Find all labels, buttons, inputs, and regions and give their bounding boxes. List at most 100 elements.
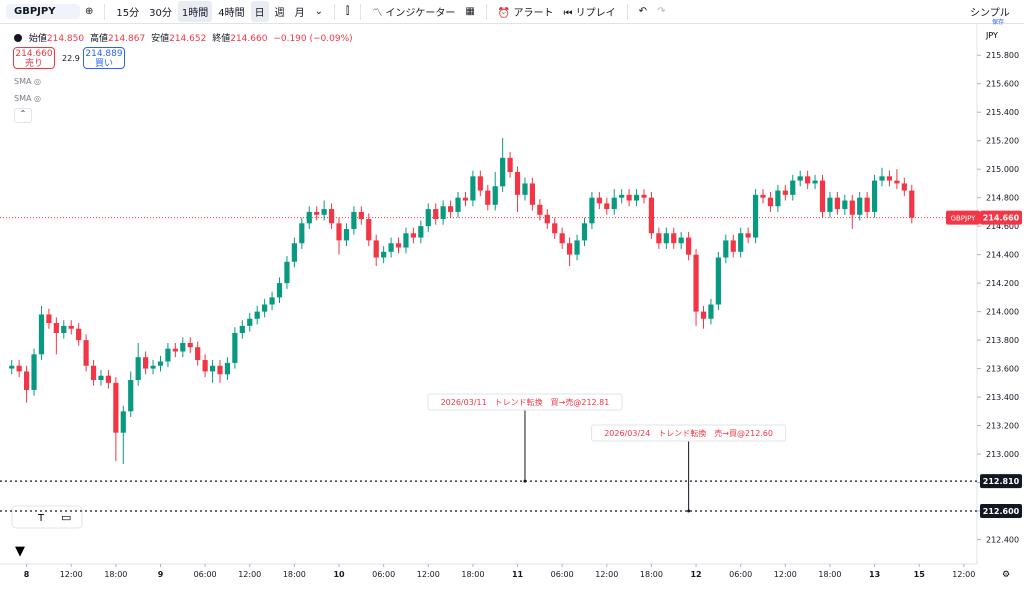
candle-body (314, 211, 320, 215)
candle-body (321, 209, 327, 215)
comment-tool[interactable]: ▭ (61, 511, 71, 524)
annotation-anchor (523, 479, 527, 483)
settings-icon[interactable]: ⚙ (1002, 570, 1010, 580)
alert-label: アラート (513, 8, 554, 19)
sell-label: 売り (24, 59, 43, 69)
candle-body (879, 176, 885, 181)
candle-body (752, 194, 759, 238)
interval[interactable]: 4時間 (218, 8, 245, 19)
candle-body (90, 365, 97, 380)
candle-body (202, 360, 208, 372)
collapse-icon[interactable] (14, 34, 22, 42)
x-tick-label: 18:00 (283, 570, 306, 579)
interval[interactable]: 週 (274, 8, 285, 19)
indicators-label: インジケーター (385, 8, 456, 19)
interval[interactable]: 日 (250, 1, 269, 22)
candle-body (626, 194, 632, 201)
x-tick-label: 18:00 (640, 570, 663, 579)
candle-body (61, 325, 67, 333)
y-tick-label: 214.200 (986, 279, 1019, 288)
x-tick-label: 9 (158, 570, 164, 579)
x-tick-label: 18:00 (104, 570, 127, 579)
price-badge (980, 474, 1022, 489)
candle-body (38, 314, 45, 355)
annotation-text: 2026/03/24 トレンド転換 売→買@212.60 (604, 428, 773, 438)
legend-value: 214.652 (169, 34, 207, 44)
indicator[interactable]: SMA ◎ (14, 77, 41, 86)
x-tick-label: 06:00 (729, 570, 752, 579)
x-tick-label: 18:00 (818, 570, 841, 579)
y-tick-label: 213.600 (986, 365, 1019, 374)
templates-button[interactable]: ▦ (465, 6, 475, 17)
y-tick-label: 213.200 (986, 422, 1019, 431)
legend-change: −0.190 (−0.09%) (273, 34, 353, 44)
legend-label: 始値 (28, 34, 47, 44)
x-tick-label: 12:00 (774, 570, 797, 579)
candle-body (857, 197, 863, 215)
candle-body (31, 354, 37, 390)
interval[interactable]: 15分 (116, 8, 140, 19)
candle-body (507, 157, 513, 173)
x-tick-label: 13 (869, 570, 880, 579)
replay-button[interactable]: ⏮ リプレイ (563, 8, 616, 19)
text-tool[interactable]: T (37, 513, 45, 524)
candle-body (105, 375, 112, 383)
legend-value: 214.850 (46, 34, 85, 44)
candle-body (738, 233, 744, 252)
alert-button[interactable]: ⏰ アラート (497, 8, 554, 19)
chart-type-button[interactable]: ⫿ (346, 6, 350, 17)
candle-body (433, 209, 439, 220)
candle-body (477, 176, 483, 191)
candle-body (209, 365, 216, 372)
candle-body (23, 371, 30, 390)
toolbar: GBPJPY ⊕ 15分 30分 1時間 4時間 日 週 月 ⌄ ⫿ 〽 インジ… (0, 0, 1024, 24)
candle-body (492, 186, 498, 205)
interval-menu[interactable]: ⌄ (314, 6, 323, 17)
candle-body (537, 204, 543, 215)
candle-body (819, 180, 826, 212)
sell-button[interactable]: 214.660 売り (13, 47, 55, 69)
candle-body (522, 183, 528, 195)
candle-body (648, 197, 655, 234)
candle-body (559, 233, 565, 244)
symbol-badge-label: GBPJPY (951, 215, 977, 223)
candle-body (529, 183, 536, 205)
x-tick-label: 06:00 (551, 570, 574, 579)
layout-menu[interactable]: シンプル 保存 (970, 4, 1010, 26)
interval[interactable]: 1時間 (177, 1, 213, 22)
candle-body (901, 183, 907, 191)
candle-body (276, 283, 283, 298)
candle-body (686, 237, 692, 255)
candle-body (700, 311, 707, 319)
symbol-search[interactable]: GBPJPY (6, 4, 80, 19)
buy-button[interactable]: 214.889 買い (83, 47, 125, 69)
separator (626, 3, 628, 20)
candle-body (909, 190, 915, 218)
y-tick-label: 212.400 (986, 536, 1019, 545)
candle-body (262, 304, 268, 312)
y-tick-label: 213.400 (986, 393, 1019, 402)
separator (104, 3, 106, 20)
candle-body (425, 209, 431, 227)
collapse-button[interactable]: ⌃ (14, 108, 32, 123)
candle-body (343, 229, 350, 241)
candle-body (440, 206, 446, 220)
candle-body (165, 348, 171, 362)
candle-body (418, 226, 424, 238)
y-tick-label: 213.800 (986, 336, 1019, 345)
candle-body (775, 190, 781, 207)
indicator[interactable]: SMA ◎ (14, 94, 41, 103)
spread: 22.9 (62, 54, 80, 63)
compare-button[interactable]: ⊕ (85, 6, 94, 17)
interval[interactable]: 月 (294, 8, 305, 19)
candle-body (596, 197, 602, 204)
undo-button[interactable]: ↶ (638, 6, 648, 17)
price-badge-label: 212.600 (983, 507, 1020, 516)
candle-body (291, 243, 297, 262)
indicators-button[interactable]: 〽 インジケーター (372, 8, 456, 19)
interval[interactable]: 30分 (149, 8, 172, 19)
candle-body (715, 257, 721, 305)
redo-button[interactable]: ↷ (657, 6, 666, 17)
candle-body (98, 375, 104, 380)
